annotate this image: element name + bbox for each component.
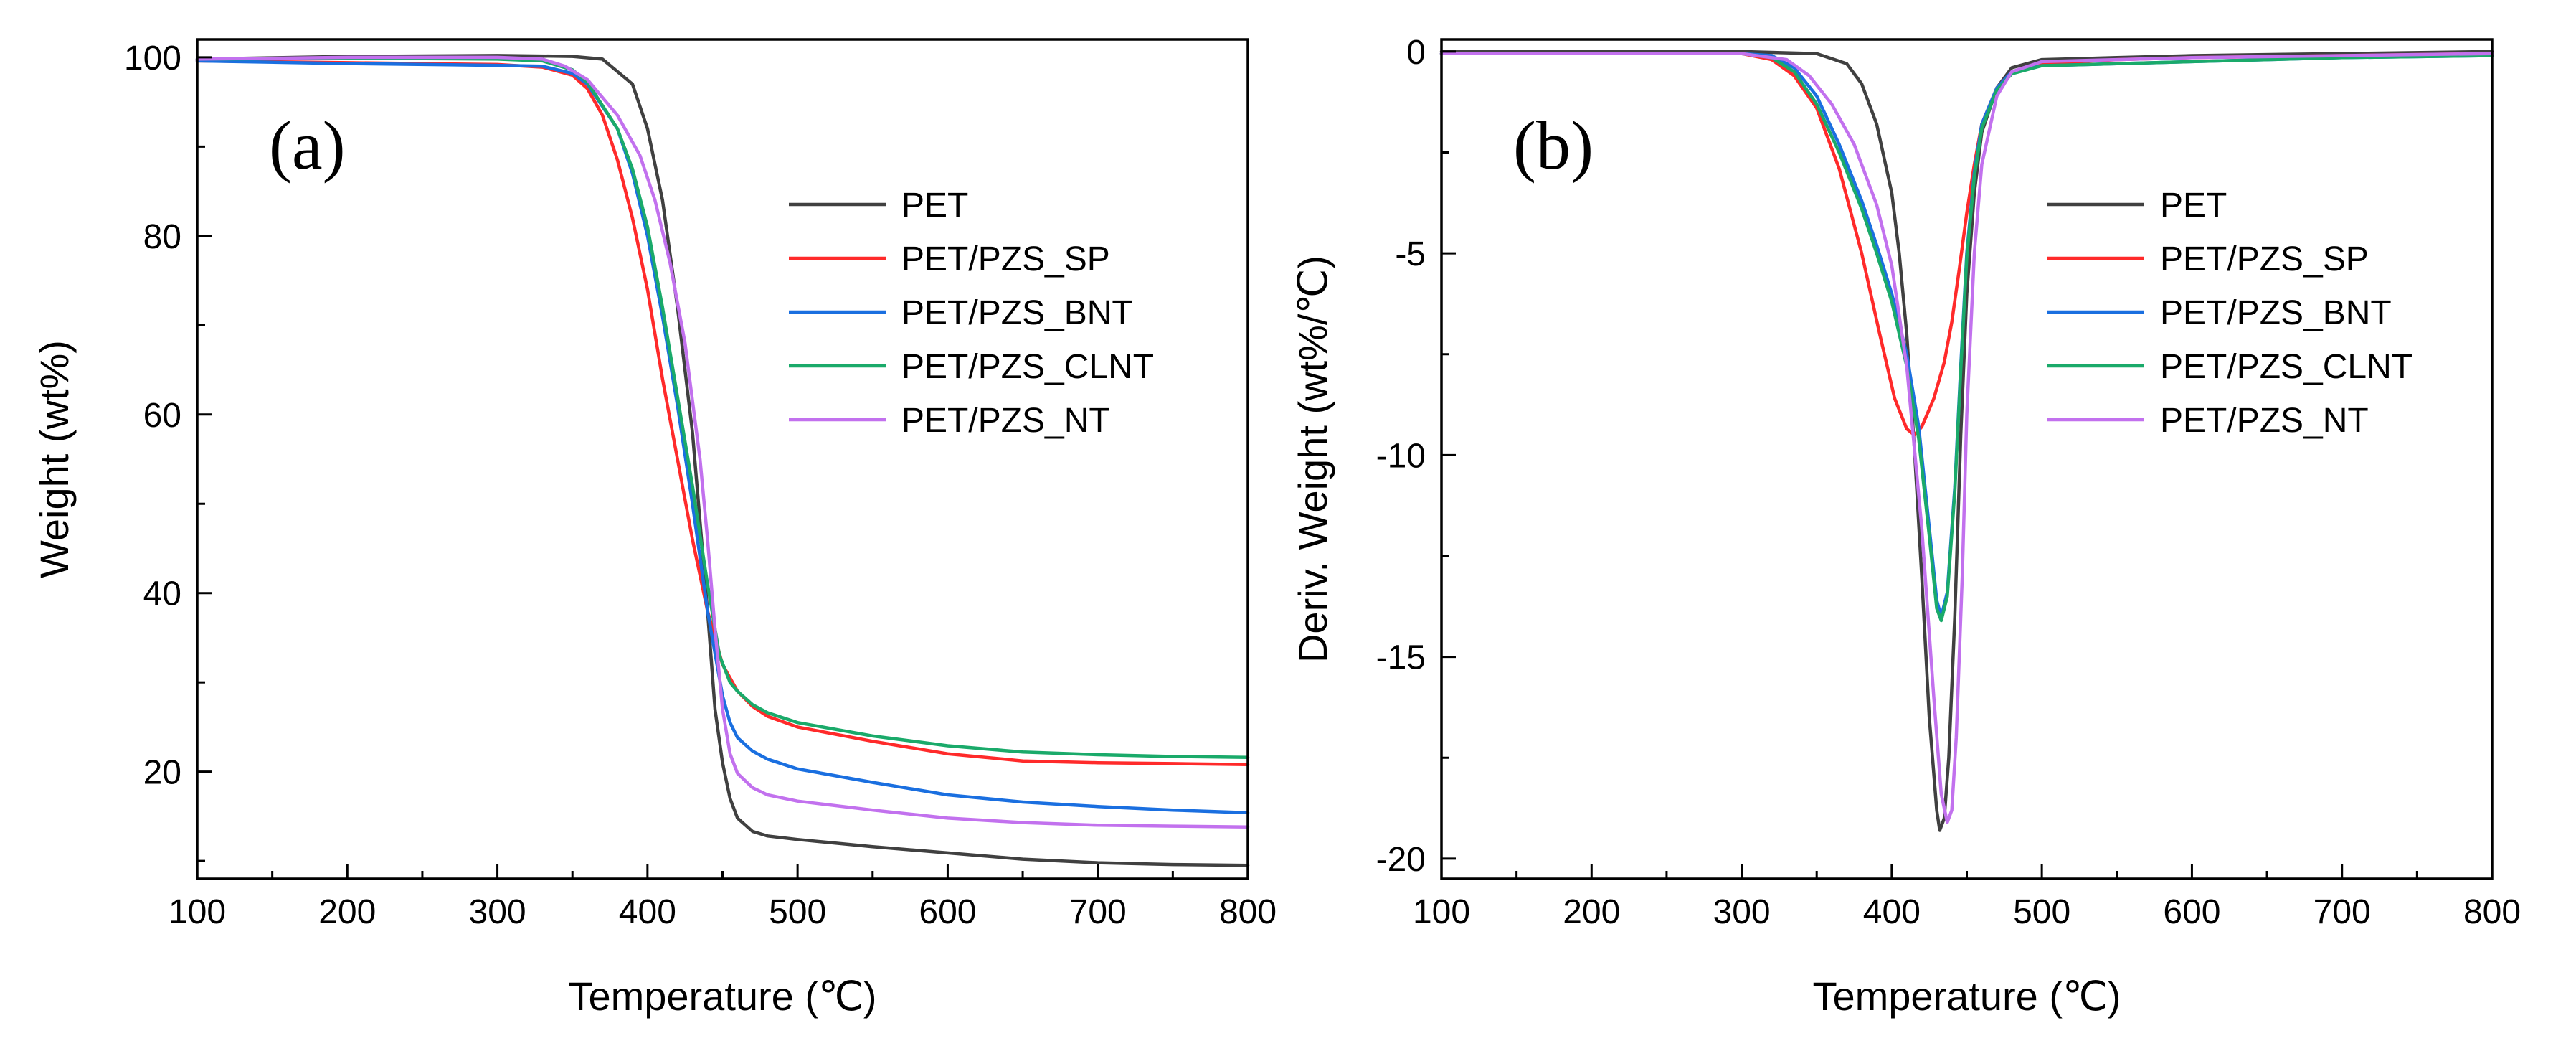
y-axis-title-b: Deriv. Weight (wt%/℃) (1290, 255, 1335, 663)
x-tick-label: 600 (2163, 893, 2220, 931)
series-line-pet-pzs-nt (195, 55, 1250, 829)
series-line-pet-pzs-clnt (1439, 52, 2494, 623)
x-tick-label: 500 (769, 893, 826, 931)
series-line-pet-pzs-bnt (195, 59, 1250, 815)
series-line-pet-pzs-nt (1439, 52, 2494, 824)
x-tick-label: 700 (2314, 893, 2371, 931)
x-tick-label: 800 (1219, 893, 1277, 931)
panel-label-a: (a) (269, 107, 346, 184)
x-tick-label: 200 (318, 893, 376, 931)
chart-panel-b: 100 200 300 400 500 600 700 800 -20 -15 -10 -5 0 (b)… (1290, 34, 2521, 1019)
y-tick-label: 0 (1406, 34, 1426, 72)
x-tick-label: 300 (469, 893, 526, 931)
series-layer-a (195, 54, 1250, 867)
x-tick-label: 700 (1069, 893, 1127, 931)
legend-label-pet: PET (901, 187, 968, 225)
y-axis-title-a: Weight (wt%) (32, 340, 77, 578)
panel-label-b: (b) (1513, 107, 1594, 184)
legend-a: PET PET/PZS_SP PET/PZS_BNT PET/PZS_CLNT PET/… (789, 187, 1154, 440)
x-tick-label: 200 (1563, 893, 1620, 931)
legend-label-pet-pzs-clnt: PET/PZS_CLNT (2160, 348, 2412, 386)
y-tick-label: -5 (1395, 235, 1426, 273)
y-tick-label: -15 (1376, 639, 1426, 677)
legend-label-pet: PET (2160, 187, 2227, 225)
y-tick-label: -10 (1376, 437, 1426, 475)
x-tick-label: 600 (919, 893, 976, 931)
ticks-layer-b: 100 200 300 400 500 600 700 800 -20 -15 -10 -5 0 (1376, 34, 2521, 931)
x-axis-title-b: Temperature (℃) (1812, 974, 2121, 1019)
x-tick-label: 500 (2013, 893, 2070, 931)
legend-label-pet-pzs-sp: PET/PZS_SP (2160, 240, 2369, 278)
series-line-pet (195, 54, 1250, 867)
legend-label-pet-pzs-bnt: PET/PZS_BNT (901, 294, 1133, 332)
legend-label-pet-pzs-nt: PET/PZS_NT (901, 402, 1110, 440)
series-line-pet-pzs-sp (1439, 52, 2494, 437)
legend-label-pet-pzs-bnt: PET/PZS_BNT (2160, 294, 2392, 332)
x-tick-label: 400 (1863, 893, 1921, 931)
x-tick-label: 800 (2463, 893, 2521, 931)
legend-label-pet-pzs-sp: PET/PZS_SP (901, 240, 1110, 278)
y-tick-label: 40 (143, 575, 181, 613)
y-tick-label: -20 (1376, 841, 1426, 879)
x-tick-label: 100 (1413, 893, 1470, 931)
y-tick-label: 20 (143, 754, 181, 792)
x-tick-label: 400 (619, 893, 676, 931)
legend-label-pet-pzs-clnt: PET/PZS_CLNT (901, 348, 1154, 386)
x-tick-label: 300 (1713, 893, 1771, 931)
legend-label-pet-pzs-nt: PET/PZS_NT (2160, 402, 2369, 440)
series-layer-b (1439, 50, 2494, 832)
x-axis-title-a: Temperature (℃) (568, 974, 876, 1019)
plot-frame-b (1440, 38, 2494, 880)
y-tick-label: 80 (143, 218, 181, 256)
plot-frame-a (196, 38, 1249, 880)
y-tick-label: 60 (143, 397, 181, 435)
y-tick-label: 100 (124, 39, 181, 77)
ticks-layer-a: 100 200 300 400 500 600 700 800 20 40 60 80 100 (124, 39, 1277, 931)
series-line-pet (1439, 50, 2494, 832)
legend-b: PET PET/PZS_SP PET/PZS_BNT PET/PZS_CLNT PET/… (2047, 187, 2412, 440)
x-tick-label: 100 (169, 893, 226, 931)
